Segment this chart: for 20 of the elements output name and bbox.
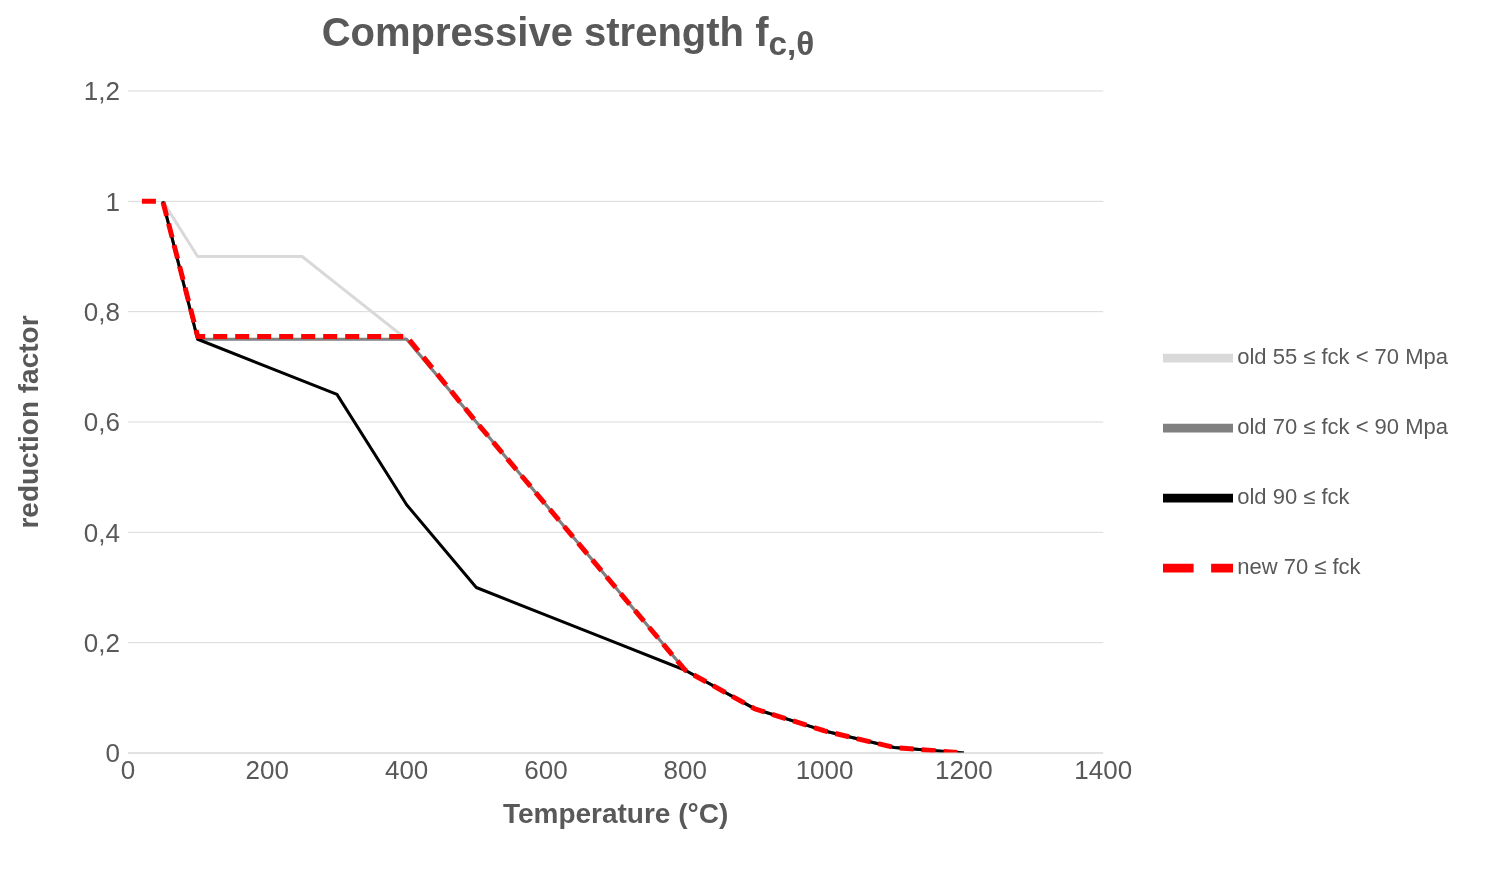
chart-title: Compressive strength f$_{c,θ}$ [320, 9, 816, 63]
x-tick-label: 1000 [795, 755, 854, 786]
x-tick-label: 400 [384, 755, 429, 786]
y-tick-label: 0,8 [83, 296, 120, 327]
y-axis-title: reduction factor [12, 315, 44, 529]
legend-label: old 55 ≤ fck < 70 Mpa [1237, 343, 1448, 369]
x-tick-label: 600 [524, 755, 568, 786]
y-tick-label: 1,2 [83, 76, 120, 107]
legend-label: old 90 ≤ fck [1237, 483, 1350, 509]
x-tick-label: 200 [245, 755, 290, 786]
x-tick-label: 1200 [934, 755, 993, 786]
legend-label: new 70 ≤ fck [1237, 553, 1361, 579]
y-tick-label: 0,2 [83, 627, 120, 658]
y-tick-label: 1 [105, 186, 120, 217]
x-tick-label: 1400 [1074, 755, 1133, 786]
x-tick-label: 800 [663, 755, 707, 786]
y-tick-label: 0,4 [83, 517, 120, 548]
x-axis-title: Temperature (°C) [502, 798, 729, 829]
y-tick-label: 0,6 [83, 407, 120, 438]
legend-label: old 70 ≤ fck < 90 Mpa [1237, 413, 1448, 439]
